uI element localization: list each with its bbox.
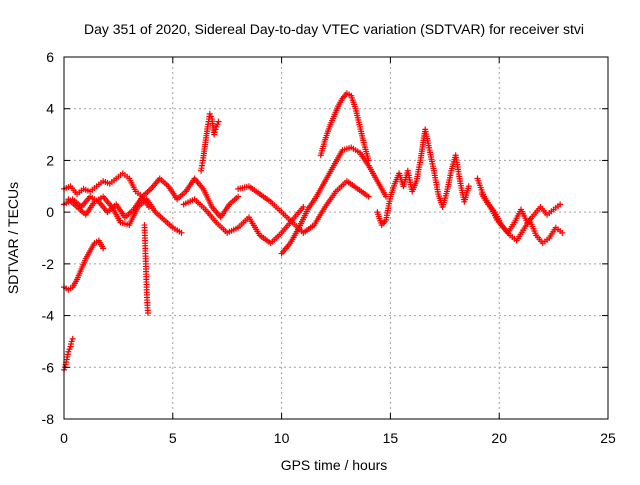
x-tick-label: 25: [600, 430, 616, 446]
x-axis-label: GPS time / hours: [281, 457, 388, 473]
y-tick-label: -2: [42, 256, 55, 272]
data-point: [215, 118, 222, 125]
data-point: [465, 183, 472, 190]
data-series-s11: [317, 90, 372, 164]
data-series-s3: [61, 170, 152, 210]
y-tick-label: -4: [42, 308, 55, 324]
data-series-s5: [65, 193, 185, 236]
tick-layer: 0 5 10 15 20 25 -8 -6 -4 -2 0 2 4 6: [42, 49, 616, 446]
y-tick-label: 6: [46, 49, 54, 65]
data-point: [100, 245, 107, 252]
data-point: [559, 229, 566, 236]
data-series-s12: [374, 126, 472, 229]
data-point: [69, 335, 76, 342]
data-point: [178, 229, 185, 236]
data-point: [557, 201, 564, 208]
data-point: [235, 193, 242, 200]
x-tick-label: 10: [274, 430, 290, 446]
y-tick-label: 0: [46, 204, 54, 220]
data-series-s1: [61, 335, 76, 373]
data-series-s2: [61, 237, 107, 293]
data-series-s14: [478, 191, 564, 236]
data-series-s6: [141, 222, 151, 316]
x-tick-label: 20: [491, 430, 507, 446]
data-point: [365, 157, 372, 164]
data-series-s7: [198, 110, 222, 174]
data-point: [365, 193, 372, 200]
data-point: [144, 309, 151, 316]
chart-title: Day 351 of 2020, Sidereal Day-to-day VTE…: [84, 21, 584, 37]
data-series-s8: [180, 196, 307, 247]
y-tick-label: 4: [46, 101, 54, 117]
x-tick-label: 0: [60, 430, 68, 446]
plot-frame: [63, 56, 609, 420]
y-tick-label: 2: [46, 152, 54, 168]
data-series-s10: [278, 144, 390, 257]
x-tick-label: 5: [169, 430, 177, 446]
y-tick-label: -8: [42, 411, 55, 427]
data-layer: [61, 90, 566, 373]
y-axis-label: SDTVAR / TECUs: [5, 182, 21, 294]
x-tick-label: 15: [383, 430, 399, 446]
y-tick-label: -6: [42, 359, 55, 375]
data-point: [300, 203, 307, 210]
